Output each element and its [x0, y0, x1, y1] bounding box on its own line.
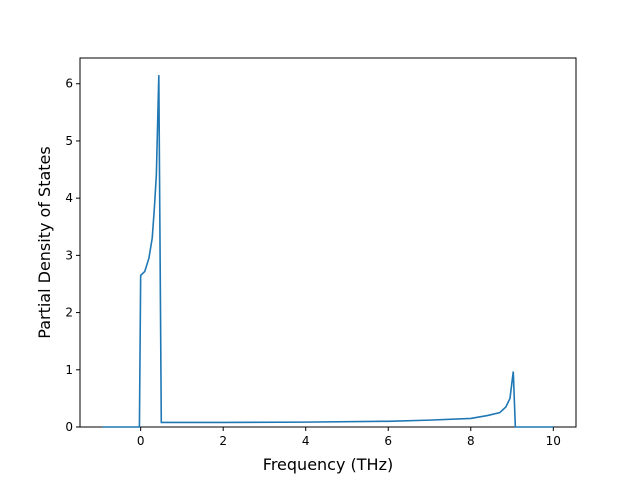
y-tick-label: 5 — [65, 134, 73, 148]
y-tick-label: 3 — [65, 248, 73, 262]
x-tick-label: 6 — [384, 434, 392, 448]
x-tick-label: 8 — [467, 434, 475, 448]
y-tick-label: 1 — [65, 363, 73, 377]
x-tick-label: 0 — [137, 434, 145, 448]
data-line — [102, 75, 554, 428]
y-tick-label: 0 — [65, 420, 73, 434]
y-tick-label: 4 — [65, 191, 73, 205]
x-tick-label: 10 — [546, 434, 561, 448]
y-tick-label: 2 — [65, 306, 73, 320]
x-tick-label: 2 — [219, 434, 227, 448]
plot-frame — [79, 57, 577, 428]
y-axis-label: Partial Density of States — [35, 146, 54, 338]
y-tick-label: 6 — [65, 77, 73, 91]
x-axis-label: Frequency (THz) — [263, 455, 393, 474]
x-tick-label: 4 — [302, 434, 310, 448]
